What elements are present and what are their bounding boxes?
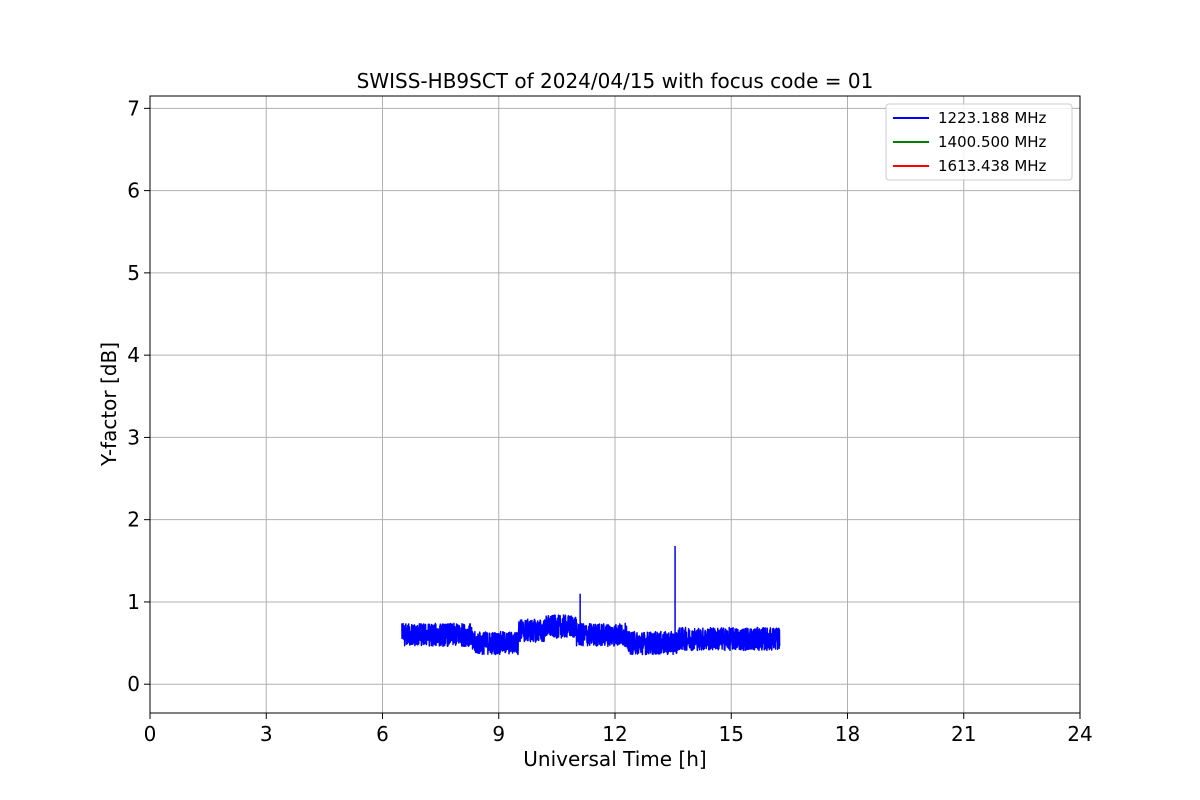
x-tick-label: 18 bbox=[835, 722, 860, 746]
x-tick-label: 9 bbox=[492, 722, 505, 746]
x-tick-label: 15 bbox=[719, 722, 744, 746]
series-line-0 bbox=[401, 614, 781, 656]
legend-box bbox=[885, 103, 1073, 181]
legend-label: 1613.438 MHz bbox=[938, 157, 1047, 175]
x-tick-label: 6 bbox=[376, 722, 389, 746]
grid bbox=[149, 96, 1081, 713]
x-tick-label: 24 bbox=[1067, 722, 1092, 746]
x-tick-label: 3 bbox=[260, 722, 273, 746]
y-tick-label: 4 bbox=[127, 343, 140, 367]
legend-label: 1400.500 MHz bbox=[938, 133, 1047, 151]
y-axis-label: Y-factor [dB] bbox=[97, 342, 121, 467]
y-tick-label: 3 bbox=[127, 425, 140, 449]
legend-label: 1223.188 MHz bbox=[938, 109, 1047, 127]
y-tick-label: 7 bbox=[127, 96, 140, 120]
y-tick-label: 6 bbox=[127, 179, 140, 203]
y-axis: 0 1 2 3 4 5 6 7 bbox=[127, 96, 150, 696]
x-tick-label: 21 bbox=[951, 722, 976, 746]
x-tick-label: 0 bbox=[144, 722, 157, 746]
x-axis: 0 3 6 9 12 15 18 21 24 bbox=[144, 713, 1093, 746]
y-tick-label: 5 bbox=[127, 261, 140, 285]
legend: 1223.188 MHz 1400.500 MHz 1613.438 MHz bbox=[885, 103, 1073, 181]
series-layer bbox=[401, 546, 781, 656]
x-axis-label: Universal Time [h] bbox=[523, 747, 706, 771]
x-tick-label: 12 bbox=[602, 722, 627, 746]
y-tick-label: 1 bbox=[127, 590, 140, 614]
chart-title: SWISS-HB9SCT of 2024/04/15 with focus co… bbox=[357, 69, 874, 93]
y-tick-label: 0 bbox=[127, 672, 140, 696]
y-tick-label: 2 bbox=[127, 508, 140, 532]
